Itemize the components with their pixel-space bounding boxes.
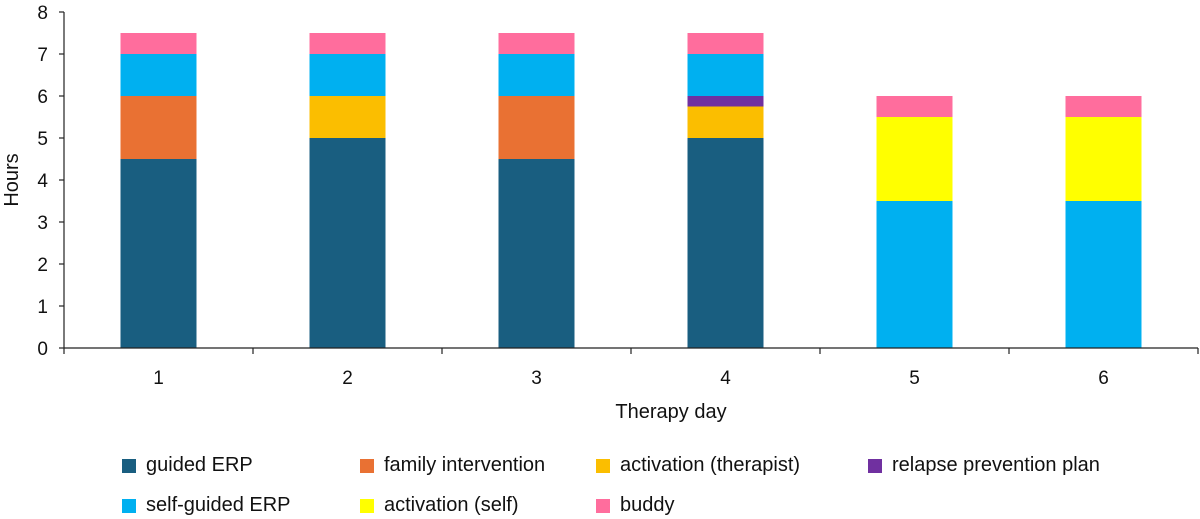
legend-swatch — [868, 458, 882, 473]
y-axis-title: Hours — [1, 153, 23, 206]
legend-label: family intervention — [384, 454, 546, 476]
y-tick-label: 6 — [37, 87, 48, 108]
bar-day2-self-guided-erp — [309, 54, 386, 96]
bar-day6-self-guided-erp — [1065, 201, 1142, 348]
legend-item: guided ERP — [122, 454, 253, 477]
legend-label: buddy — [620, 494, 675, 516]
legend-swatch — [360, 458, 374, 473]
bar-day4-self-guided-erp — [687, 54, 764, 96]
bar-day4-activation-therapist- — [687, 106, 764, 138]
chart-plot: 0 1 2 3 4 5 6 7 8 1 2 3 4 5 6 Therapy day Hours — [1, 3, 1199, 423]
legend-label: self-guided ERP — [146, 494, 291, 516]
legend-item: activation (therapist) — [596, 454, 800, 477]
bars — [120, 33, 1142, 348]
x-tick-label: 4 — [720, 368, 731, 389]
legend-swatch — [596, 498, 610, 513]
legend-item: activation (self) — [360, 494, 519, 517]
axes: 0 1 2 3 4 5 6 7 8 1 2 3 4 5 6 Therapy day Hours — [1, 3, 1199, 423]
legend-item: self-guided ERP — [122, 494, 291, 517]
y-tick-label: 5 — [37, 129, 48, 150]
legend-swatch — [360, 498, 374, 513]
bar-day1-guided-erp — [120, 159, 197, 348]
legend-item: family intervention — [360, 454, 545, 477]
y-tick-label: 1 — [37, 297, 48, 318]
x-axis-title: Therapy day — [615, 401, 726, 423]
bar-day2-buddy — [309, 33, 386, 54]
legend-swatch — [122, 498, 136, 513]
x-tick-label: 3 — [531, 368, 542, 389]
bar-day6-buddy — [1065, 96, 1142, 117]
bar-day4-buddy — [687, 33, 764, 54]
bar-day2-activation-therapist- — [309, 96, 386, 138]
bar-day4-relapse-prevention-plan — [687, 96, 764, 107]
bar-day1-family-intervention — [120, 96, 197, 159]
bar-day4-guided-erp — [687, 138, 764, 348]
y-tick-label: 3 — [37, 213, 48, 234]
bar-day3-family-intervention — [498, 96, 575, 159]
y-tick-label: 2 — [37, 255, 48, 276]
legend-item: relapse prevention plan — [868, 454, 1100, 477]
x-tick-label: 2 — [342, 368, 353, 389]
bar-day3-self-guided-erp — [498, 54, 575, 96]
bar-day5-buddy — [876, 96, 953, 117]
y-tick-label: 7 — [37, 45, 48, 66]
legend-label: activation (self) — [384, 494, 519, 516]
bar-day2-guided-erp — [309, 138, 386, 348]
x-tick-label: 5 — [909, 368, 920, 389]
legend-label: guided ERP — [146, 454, 253, 476]
x-tick-label: 1 — [153, 368, 164, 389]
y-tick-label: 0 — [37, 339, 48, 360]
bar-day6-activation-self- — [1065, 117, 1142, 201]
legend-label: activation (therapist) — [620, 454, 801, 476]
y-tick-label: 8 — [37, 3, 48, 24]
legend-label: relapse prevention plan — [892, 454, 1100, 476]
bar-day3-guided-erp — [498, 159, 575, 348]
bar-day3-buddy — [498, 33, 575, 54]
bar-day5-self-guided-erp — [876, 201, 953, 348]
legend-item: buddy — [596, 494, 675, 517]
legend-swatch — [596, 458, 610, 473]
legend-swatch — [122, 458, 136, 473]
y-tick-label: 4 — [37, 171, 48, 192]
x-tick-label: 6 — [1098, 368, 1109, 389]
bar-day1-self-guided-erp — [120, 54, 197, 96]
bar-day1-buddy — [120, 33, 197, 54]
bar-day5-activation-self- — [876, 117, 953, 201]
